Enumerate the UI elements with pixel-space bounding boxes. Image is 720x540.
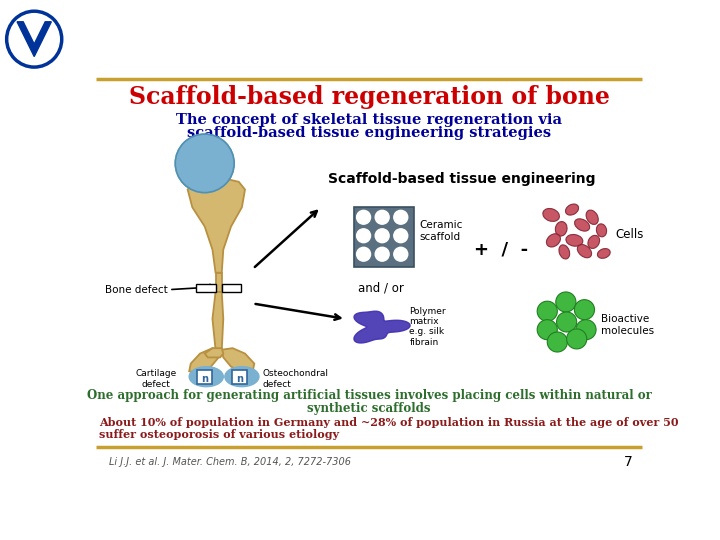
Text: Scaffold-based regeneration of bone: Scaffold-based regeneration of bone: [129, 85, 609, 109]
Text: Cells: Cells: [616, 228, 644, 241]
Circle shape: [375, 229, 389, 242]
Ellipse shape: [575, 219, 590, 231]
Text: Li J.J. et al. J. Mater. Chem. B, 2014, 2, 7272-7306: Li J.J. et al. J. Mater. Chem. B, 2014, …: [109, 457, 351, 467]
Circle shape: [567, 329, 587, 349]
Text: Ceramic
scaffold: Ceramic scaffold: [419, 220, 463, 242]
Ellipse shape: [588, 235, 600, 248]
Text: 7: 7: [624, 455, 632, 469]
Polygon shape: [196, 284, 215, 292]
Circle shape: [356, 247, 371, 261]
Circle shape: [556, 292, 576, 312]
Ellipse shape: [189, 367, 223, 387]
Circle shape: [547, 332, 567, 352]
Text: The concept of skeletal tissue regeneration via: The concept of skeletal tissue regenerat…: [176, 113, 562, 127]
Bar: [354, 207, 414, 267]
Text: +  /  -: + / -: [474, 241, 528, 259]
Text: n: n: [201, 374, 208, 384]
Text: n: n: [236, 374, 243, 384]
Polygon shape: [222, 284, 241, 292]
Ellipse shape: [559, 245, 570, 259]
Ellipse shape: [598, 248, 611, 258]
Text: suffer osteoporosis of various etiology: suffer osteoporosis of various etiology: [99, 429, 339, 440]
Ellipse shape: [577, 245, 592, 258]
Text: Polymer
matrix
e.g. silk
fibrain: Polymer matrix e.g. silk fibrain: [409, 307, 446, 347]
Text: Bone defect: Bone defect: [104, 286, 168, 295]
Polygon shape: [215, 273, 222, 292]
Polygon shape: [222, 348, 254, 373]
Ellipse shape: [586, 210, 598, 225]
Polygon shape: [189, 348, 219, 373]
Bar: [197, 370, 212, 383]
Circle shape: [394, 247, 408, 261]
Bar: [232, 370, 248, 383]
Ellipse shape: [565, 204, 579, 215]
Text: and / or: and / or: [358, 281, 404, 295]
Ellipse shape: [596, 224, 606, 237]
Text: About 10% of population in Germany and ~28% of population in Russia at the age o: About 10% of population in Germany and ~…: [99, 416, 679, 428]
Polygon shape: [204, 348, 223, 357]
Circle shape: [394, 210, 408, 224]
Text: Bioactive
molecules: Bioactive molecules: [601, 314, 654, 336]
Circle shape: [356, 229, 371, 242]
Text: Osteochondral
defect: Osteochondral defect: [262, 369, 328, 389]
Text: synthetic scaffolds: synthetic scaffolds: [307, 402, 431, 415]
Circle shape: [375, 247, 389, 261]
Text: scaffold-based tissue engineering strategies: scaffold-based tissue engineering strate…: [187, 126, 551, 139]
Polygon shape: [354, 311, 410, 343]
Ellipse shape: [555, 221, 567, 236]
Polygon shape: [188, 179, 245, 273]
Text: One approach for generating artificial tissues involves placing cells within nat: One approach for generating artificial t…: [86, 389, 652, 402]
Ellipse shape: [546, 234, 560, 247]
Circle shape: [394, 229, 408, 242]
Ellipse shape: [225, 367, 259, 387]
Ellipse shape: [543, 208, 559, 221]
Circle shape: [557, 312, 577, 332]
Text: Scaffold-based tissue engineering: Scaffold-based tissue engineering: [328, 172, 595, 186]
Circle shape: [375, 210, 389, 224]
Circle shape: [537, 301, 557, 321]
Circle shape: [356, 210, 371, 224]
Circle shape: [175, 134, 234, 193]
Circle shape: [575, 300, 595, 320]
Polygon shape: [212, 292, 223, 350]
Circle shape: [537, 320, 557, 340]
Polygon shape: [17, 22, 51, 57]
Circle shape: [576, 320, 596, 340]
Text: Cartilage
defect: Cartilage defect: [135, 369, 176, 389]
Ellipse shape: [566, 234, 582, 246]
